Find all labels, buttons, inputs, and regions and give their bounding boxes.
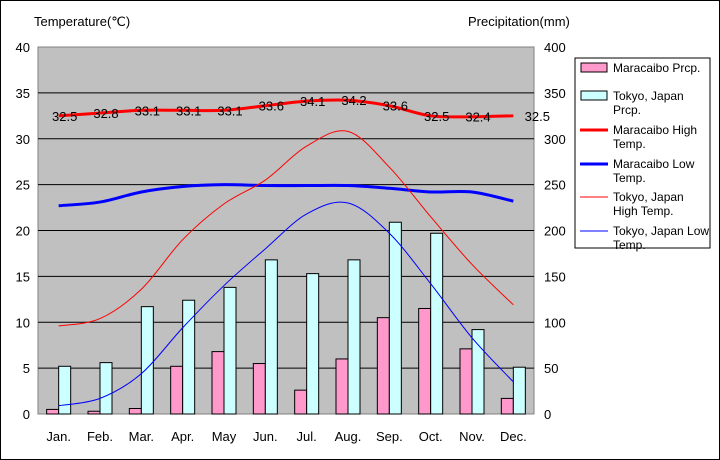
right-axis-ticks: 0 50 100 150 200 250 300 350 400 [544,40,566,422]
data-label: 32.4 [465,110,490,125]
bar-tokyo-prcp [430,232,444,415]
right-axis-title: Precipitation(mm) [468,14,570,29]
data-label: 32.5 [525,109,550,124]
bar-tokyo-prcp [58,365,72,415]
legend-swatch [580,90,608,101]
left-tick-label: 15 [16,269,30,284]
x-tick-label: Jun. [253,429,278,444]
left-tick-label: 5 [23,361,30,376]
x-tick-label: Jan. [46,429,71,444]
bar-tokyo-prcp [512,366,526,415]
right-tick-label: 50 [544,361,558,376]
bar-maracaibo-prcp [211,351,225,415]
bar-maracaibo-prcp [46,408,60,415]
right-tick-label: 100 [544,315,566,330]
legend-label: Tokyo, Japan Prcp. [613,89,684,117]
bar-maracaibo-prcp [252,363,266,415]
left-tick-label: 40 [16,40,30,55]
bar-maracaibo-prcp [335,358,349,415]
left-tick-label: 30 [16,132,30,147]
left-tick-label: 20 [16,224,30,239]
bar-tokyo-prcp [264,259,278,415]
data-label: 33.1 [135,103,160,118]
x-tick-label: Nov. [459,429,485,444]
legend-label: Maracaibo High Temp. [613,123,697,151]
x-axis-ticks: Jan. Feb. Mar. Apr. May Jun. Jul. Aug. Sep. Oct. N… [46,429,526,444]
legend-label: Maracaibo Prcp. [613,61,700,75]
legend-swatch [580,62,608,73]
data-label: 33.6 [383,99,408,114]
bar-tokyo-prcp [223,286,237,415]
bar-tokyo-prcp [471,329,485,415]
bar-maracaibo-prcp [376,317,390,415]
data-label: 33.1 [217,103,242,118]
x-tick-label: Oct. [419,429,443,444]
bar-maracaibo-prcp [459,348,473,415]
left-tick-label: 10 [16,315,30,330]
x-tick-label: Mar. [129,429,154,444]
x-tick-label: May [212,429,237,444]
data-label: 33.1 [176,103,201,118]
right-tick-label: 0 [544,407,551,422]
legend-label: Tokyo, Japan High Temp. [613,190,684,218]
line-tokyo-high [58,130,514,327]
data-label: 34.1 [300,94,325,109]
data-labels: 32.5 32.8 33.1 33.1 33.1 33.6 34.1 34.2 33.6 32.5… [52,93,550,125]
x-tick-label: Sep. [376,429,403,444]
bar-tokyo-prcp [388,221,402,415]
legend-box [574,57,711,249]
series-lines [58,98,514,407]
bar-tokyo-prcp [182,299,196,415]
legend: Maracaibo Prcp. Tokyo, Japan Prcp. Maracaib… [580,61,709,252]
x-tick-label: Feb. [87,429,113,444]
left-tick-label: 0 [23,407,30,422]
bars [46,221,526,415]
left-tick-label: 35 [16,86,30,101]
bar-maracaibo-prcp [170,365,184,415]
left-axis-title: Temperature(℃) [34,14,130,29]
left-tick-label: 25 [16,178,30,193]
legend-label: Tokyo, Japan Low Temp. [613,224,709,252]
line-maracaibo-high [58,98,514,119]
left-axis-ticks: 0 5 10 15 20 25 30 35 40 [16,40,30,422]
bar-maracaibo-prcp [128,407,142,415]
legend-label: Maracaibo Low Temp. [613,157,695,185]
data-label: 33.6 [259,99,284,114]
bar-maracaibo-prcp [500,397,514,415]
right-tick-label: 150 [544,269,566,284]
right-tick-label: 200 [544,224,566,239]
data-label: 34.2 [341,93,366,108]
right-tick-label: 350 [544,86,566,101]
x-tick-label: Dec. [500,429,527,444]
bar-tokyo-prcp [140,306,154,415]
right-tick-label: 250 [544,178,566,193]
data-label: 32.8 [93,106,118,121]
bar-maracaibo-prcp [87,410,101,415]
x-tick-label: Jul. [297,429,317,444]
data-label: 32.5 [52,109,77,124]
line-maracaibo-low [58,183,514,208]
x-tick-label: Aug. [335,429,362,444]
bar-maracaibo-prcp [294,389,308,415]
line-tokyo-low [58,201,514,407]
bar-tokyo-prcp [306,273,320,415]
bar-tokyo-prcp [99,362,113,415]
x-tick-label: Apr. [171,429,194,444]
right-tick-label: 400 [544,40,566,55]
data-label: 32.5 [424,109,449,124]
bar-tokyo-prcp [347,259,361,415]
bar-maracaibo-prcp [418,307,432,415]
right-tick-label: 300 [544,132,566,147]
